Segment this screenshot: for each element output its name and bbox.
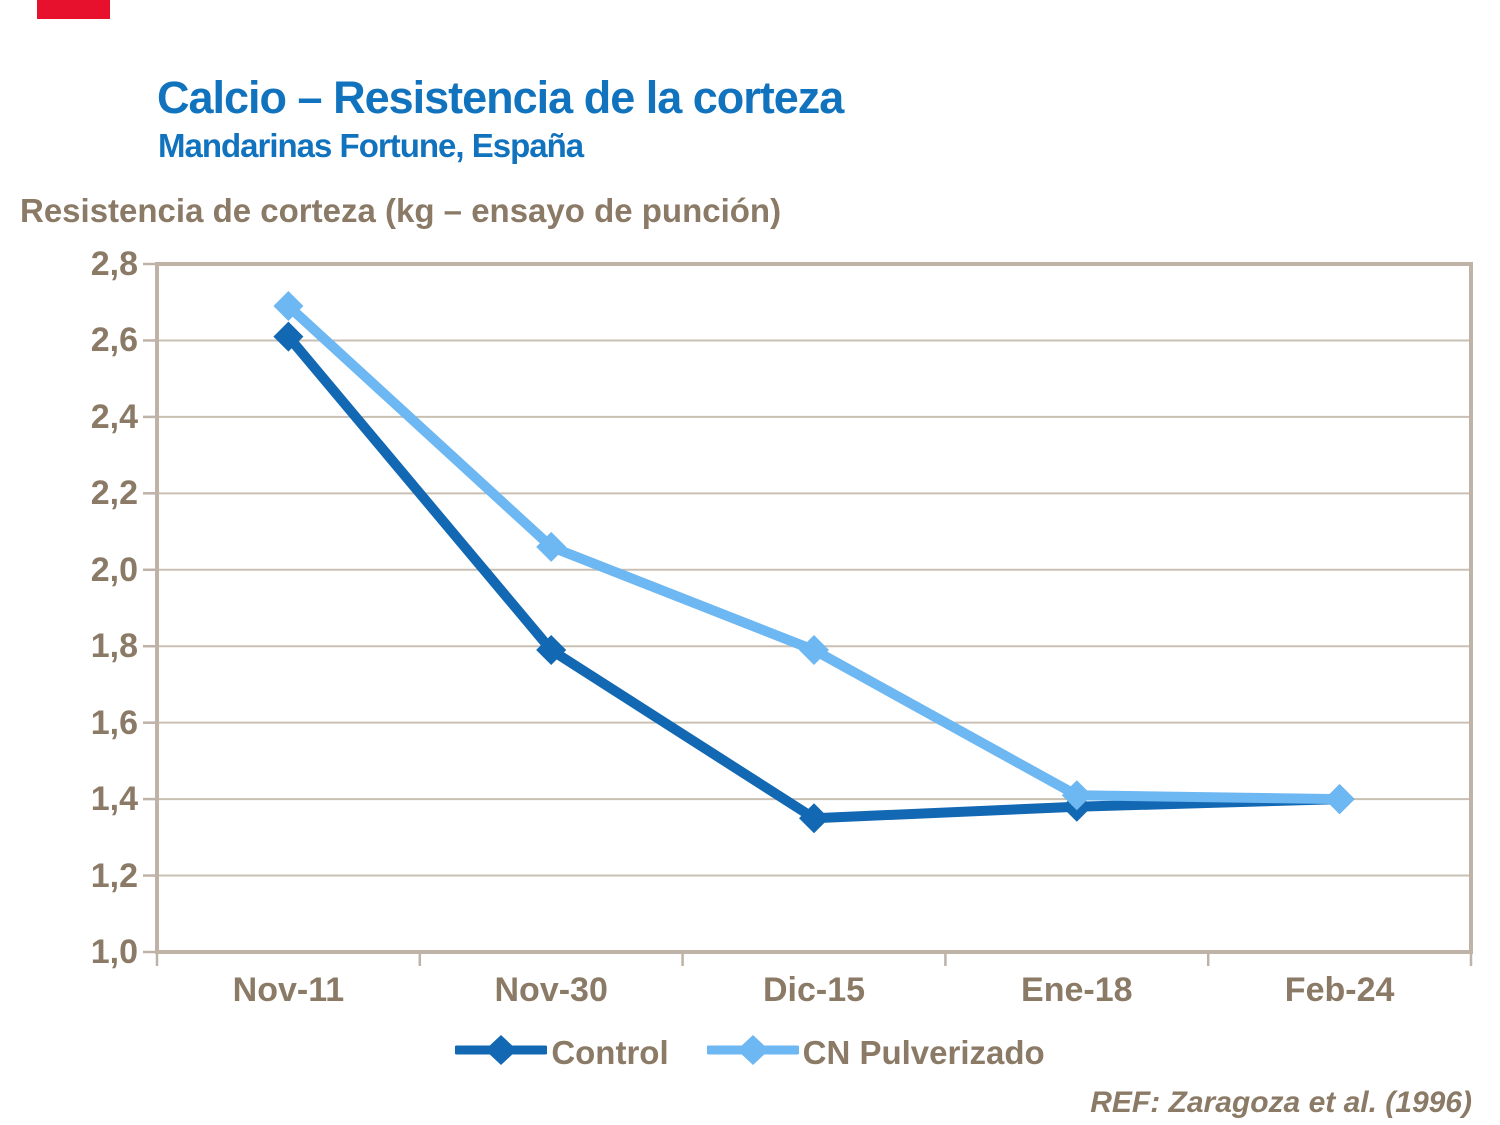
y-tick-label: 1,8 [90, 627, 138, 666]
page-title: Calcio – Resistencia de la corteza [157, 72, 844, 123]
cn-pulverizado-line-diamond-icon [704, 1033, 802, 1072]
data-point-diamond [536, 635, 567, 666]
y-tick-label: 2,4 [90, 397, 138, 436]
x-tick-label: Dic-15 [762, 971, 866, 1009]
y-tick-label: 2,6 [90, 321, 138, 360]
y-tick-label: 2,2 [90, 474, 138, 513]
chart-legend: Control CN Pulverizado [0, 1033, 1500, 1072]
data-point-diamond [1324, 784, 1355, 815]
y-tick-label: 2,8 [90, 245, 138, 283]
series-line-control [283, 331, 1345, 824]
plot-border [155, 262, 1473, 954]
data-point-diamond [273, 291, 304, 322]
legend-item-cn-pulverizado: CN Pulverizado [704, 1033, 1045, 1072]
page-subtitle: Mandarinas Fortune, España [158, 127, 584, 164]
legend-label-cn-pulverizado: CN Pulverizado [802, 1033, 1045, 1071]
reference-citation: REF: Zaragoza et al. (1996) [1090, 1086, 1472, 1119]
x-tick-label: Ene-18 [1021, 971, 1133, 1009]
control-line-diamond-icon [452, 1033, 550, 1072]
data-point-diamond [799, 803, 829, 834]
x-tick-label: Nov-11 [232, 971, 345, 1009]
y-tick-label: 1,2 [90, 856, 138, 895]
legend-item-control: Control [452, 1033, 669, 1072]
data-point-diamond [1061, 780, 1092, 811]
legend-label-control: Control [551, 1033, 669, 1071]
data-point-diamond [799, 635, 829, 666]
data-point-diamond [273, 321, 304, 352]
red-accent-bar [37, 0, 110, 19]
y-tick-label: 1,0 [90, 933, 138, 971]
y-tick-label: 1,4 [90, 780, 138, 819]
x-tick-label: Feb-24 [1284, 971, 1395, 1009]
data-point-diamond [536, 531, 567, 562]
series-line-cn-pulverizado [283, 301, 1345, 805]
y-tick-label: 1,6 [90, 703, 138, 742]
x-tick-label: Nov-30 [494, 971, 608, 1009]
y-axis-title: Resistencia de corteza (kg – ensayo de p… [20, 192, 782, 229]
y-tick-label: 2,0 [90, 550, 138, 589]
